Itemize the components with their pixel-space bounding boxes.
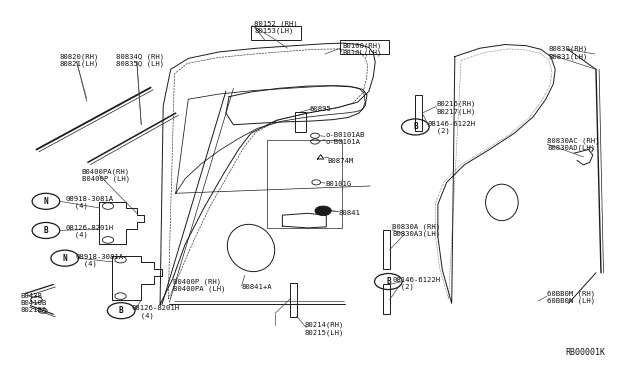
Text: N: N xyxy=(44,197,48,206)
Text: 08126-8201H
  (4): 08126-8201H (4) xyxy=(66,225,114,238)
Text: 08146-6122H
  (2): 08146-6122H (2) xyxy=(392,277,440,291)
Text: B0216(RH)
B0217(LH): B0216(RH) B0217(LH) xyxy=(436,100,476,115)
Text: B: B xyxy=(44,226,48,235)
Text: 80830(RH)
80831(LH): 80830(RH) 80831(LH) xyxy=(549,46,588,60)
Text: RB00001K: RB00001K xyxy=(565,349,605,357)
Text: B0400P (RH)
B0400PA (LH): B0400P (RH) B0400PA (LH) xyxy=(173,278,225,292)
Text: 08918-3081A
  (4): 08918-3081A (4) xyxy=(76,254,124,267)
Text: B0438
B0410B
80215A: B0438 B0410B 80215A xyxy=(20,294,47,313)
Text: 80834Q (RH)
80835Q (LH): 80834Q (RH) 80835Q (LH) xyxy=(116,53,164,67)
Text: o-B0101AB
o-B0101A: o-B0101AB o-B0101A xyxy=(325,132,364,145)
Text: 08146-6122H
  (2): 08146-6122H (2) xyxy=(428,121,476,134)
Circle shape xyxy=(315,206,332,215)
Text: 80841+A: 80841+A xyxy=(242,284,272,291)
Text: 60895: 60895 xyxy=(309,106,332,112)
Text: 80820(RH)
80821(LH): 80820(RH) 80821(LH) xyxy=(60,53,99,67)
Text: B0400PA(RH)
B0400P (LH): B0400PA(RH) B0400P (LH) xyxy=(82,168,130,182)
Text: 80214(RH)
80215(LH): 80214(RH) 80215(LH) xyxy=(305,322,344,336)
Text: 08918-3081A
  (4): 08918-3081A (4) xyxy=(66,196,114,209)
Text: 08126-8201H
  (4): 08126-8201H (4) xyxy=(132,305,180,318)
Text: N: N xyxy=(63,254,67,263)
Text: B0100(RH)
B010L(LH): B0100(RH) B010L(LH) xyxy=(342,42,381,56)
Text: 60BB0M (RH)
60BB0N (LH): 60BB0M (RH) 60BB0N (LH) xyxy=(547,290,595,304)
Text: B: B xyxy=(386,277,390,286)
Text: B0874M: B0874M xyxy=(328,158,354,164)
Text: B: B xyxy=(119,306,124,315)
Text: B0101G: B0101G xyxy=(325,181,351,187)
Text: 80830AC (RH)
80830AD(LH): 80830AC (RH) 80830AD(LH) xyxy=(547,137,600,151)
Text: 80152 (RH)
80153(LH): 80152 (RH) 80153(LH) xyxy=(254,20,298,35)
Text: 80841: 80841 xyxy=(339,210,361,217)
Text: B: B xyxy=(413,122,418,131)
Text: B0830A (RH)
B0830A3(LH): B0830A (RH) B0830A3(LH) xyxy=(392,224,440,237)
